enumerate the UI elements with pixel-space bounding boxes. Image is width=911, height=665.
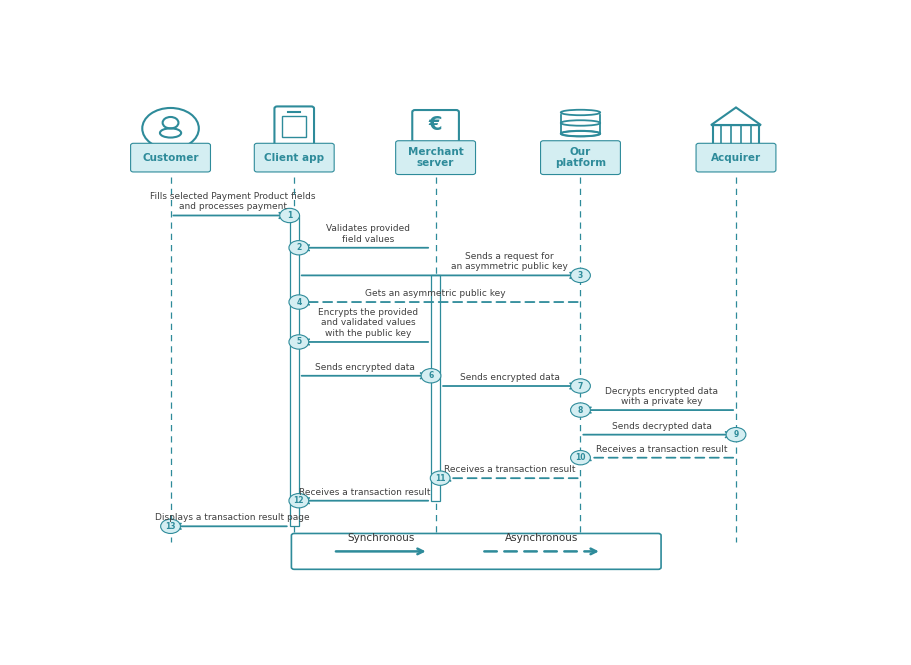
- Text: 6: 6: [428, 371, 433, 380]
- Circle shape: [570, 403, 589, 417]
- Circle shape: [280, 208, 299, 223]
- Bar: [290, 144, 298, 147]
- Text: Customer: Customer: [142, 153, 199, 163]
- Text: Merchant
server: Merchant server: [407, 147, 463, 168]
- Text: 1: 1: [287, 211, 292, 220]
- FancyBboxPatch shape: [292, 533, 660, 569]
- Text: Synchronous: Synchronous: [347, 533, 415, 543]
- Text: 12: 12: [293, 496, 303, 505]
- Circle shape: [430, 471, 450, 485]
- Bar: [431, 275, 440, 501]
- FancyBboxPatch shape: [254, 143, 333, 172]
- Text: Decrypts encrypted data
with a private key: Decrypts encrypted data with a private k…: [605, 386, 718, 406]
- Circle shape: [570, 450, 589, 465]
- Bar: [712, 125, 758, 150]
- Bar: [290, 215, 299, 526]
- Text: Sends decrypted data: Sends decrypted data: [611, 422, 711, 430]
- Text: 2: 2: [296, 243, 302, 252]
- Circle shape: [289, 334, 309, 349]
- Text: Sends encrypted data: Sends encrypted data: [459, 373, 559, 382]
- Text: Acquirer: Acquirer: [711, 153, 760, 163]
- FancyBboxPatch shape: [695, 143, 775, 172]
- Text: Validates provided
field values: Validates provided field values: [326, 224, 410, 243]
- Text: 10: 10: [575, 453, 585, 462]
- Text: 11: 11: [435, 473, 445, 483]
- Text: Receives a transaction result: Receives a transaction result: [596, 445, 727, 454]
- Circle shape: [570, 379, 589, 393]
- FancyBboxPatch shape: [540, 141, 619, 174]
- Text: Displays a transaction result page: Displays a transaction result page: [155, 513, 310, 522]
- FancyBboxPatch shape: [130, 143, 210, 172]
- Text: Sends encrypted data: Sends encrypted data: [314, 362, 415, 372]
- Circle shape: [421, 368, 440, 383]
- Circle shape: [570, 268, 589, 283]
- Text: 3: 3: [578, 271, 582, 280]
- Circle shape: [160, 519, 180, 533]
- Text: 5: 5: [296, 337, 301, 346]
- Text: Fills selected Payment Product fields
and processes payment: Fills selected Payment Product fields an…: [149, 192, 315, 211]
- Text: Sends a request for
an asymmetric public key: Sends a request for an asymmetric public…: [451, 252, 568, 271]
- Text: Client app: Client app: [264, 153, 324, 163]
- Text: 13: 13: [165, 522, 176, 531]
- Text: Encrypts the provided
and validated values
with the public key: Encrypts the provided and validated valu…: [318, 308, 418, 338]
- Text: Receives a transaction result: Receives a transaction result: [299, 487, 430, 497]
- Text: 7: 7: [578, 382, 582, 390]
- Circle shape: [289, 241, 309, 255]
- Text: €: €: [428, 115, 442, 134]
- Text: Asynchronous: Asynchronous: [505, 533, 578, 543]
- Text: 8: 8: [578, 406, 582, 414]
- Text: Our
platform: Our platform: [554, 147, 606, 168]
- Circle shape: [289, 493, 309, 508]
- Bar: [281, 116, 306, 137]
- Text: 4: 4: [296, 297, 302, 307]
- Text: Gets an asymmetric public key: Gets an asymmetric public key: [365, 289, 506, 298]
- Text: Receives a transaction result: Receives a transaction result: [444, 465, 575, 474]
- Text: 9: 9: [732, 430, 738, 439]
- FancyBboxPatch shape: [395, 141, 475, 174]
- Circle shape: [725, 428, 745, 442]
- Circle shape: [289, 295, 309, 309]
